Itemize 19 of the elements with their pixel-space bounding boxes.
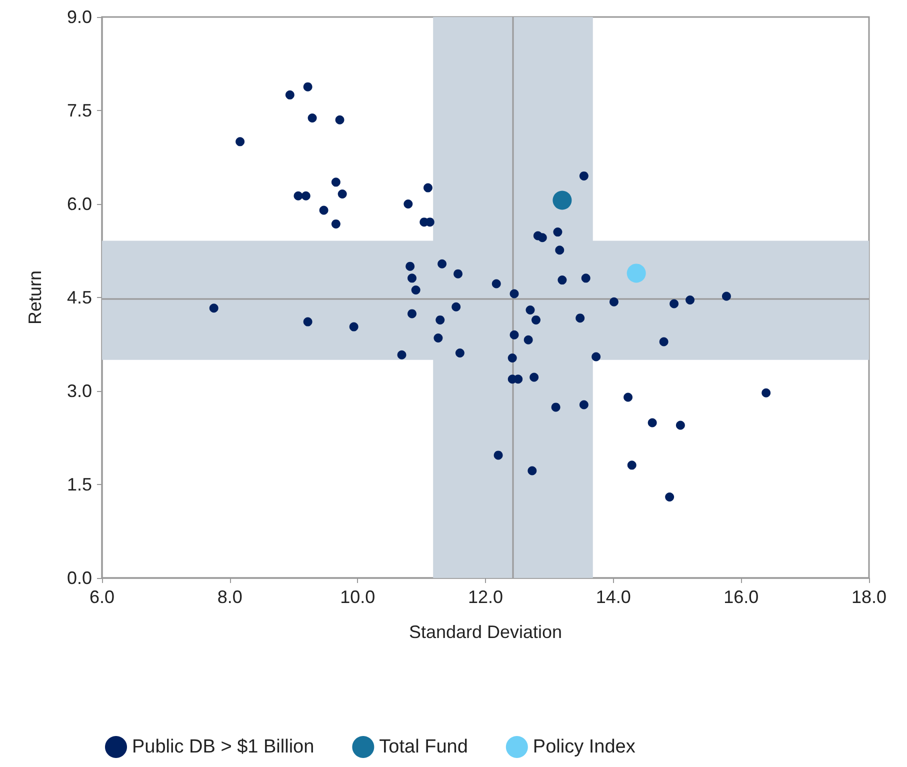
x-axis-title: Standard Deviation [408, 622, 562, 642]
y-tick-label: 7.5 [66, 100, 92, 120]
x-tick-label: 14.0 [596, 587, 631, 607]
x-tick-label: 12.0 [468, 587, 504, 607]
y-tick-label: 0.0 [66, 568, 92, 588]
y-axis-title: Return [25, 270, 45, 325]
x-tick-label: 18.0 [851, 587, 887, 607]
y-tick-label: 3.0 [66, 381, 92, 401]
y-tick-label: 6.0 [66, 194, 92, 214]
legend-label: Policy Index [532, 736, 636, 758]
x-tick-label: 8.0 [217, 587, 242, 607]
x-tick-label: 6.0 [89, 587, 115, 607]
y-tick-label: 9.0 [66, 7, 92, 27]
x-tick-label: 10.0 [340, 587, 376, 607]
y-tick-label: 4.5 [66, 288, 92, 308]
x-tick-label: 16.0 [724, 587, 759, 607]
legend-label: Total Fund [379, 736, 468, 758]
legend-label: Public DB > $1 Billion [132, 736, 314, 758]
y-tick-label: 1.5 [66, 474, 92, 494]
